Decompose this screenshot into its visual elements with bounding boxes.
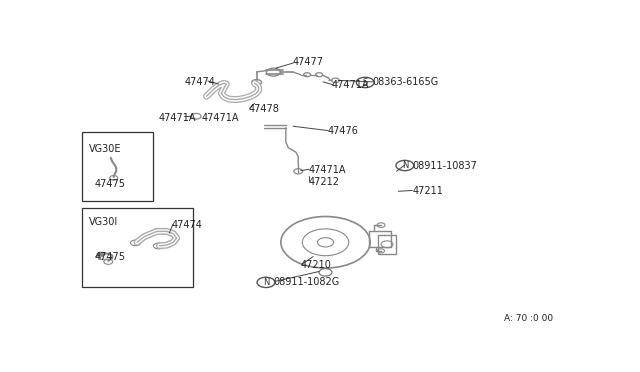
Text: VG30E: VG30E xyxy=(88,144,121,154)
Text: VG30I: VG30I xyxy=(88,217,118,227)
Bar xyxy=(83,132,154,201)
Text: 08363-6165G: 08363-6165G xyxy=(372,77,439,87)
Text: 47477: 47477 xyxy=(292,57,323,67)
Text: 08911-1082G: 08911-1082G xyxy=(273,278,340,288)
Text: 47478: 47478 xyxy=(249,104,280,114)
Text: S: S xyxy=(363,78,368,87)
Text: A: 70 :0 00: A: 70 :0 00 xyxy=(504,314,553,323)
Circle shape xyxy=(97,252,105,257)
Text: 47471A: 47471A xyxy=(308,165,346,175)
Bar xyxy=(83,208,193,287)
Text: 47474: 47474 xyxy=(184,77,215,87)
Text: 47471A: 47471A xyxy=(332,80,369,90)
Text: 47471A: 47471A xyxy=(202,113,239,123)
Text: 47476: 47476 xyxy=(328,126,359,136)
Text: 47210: 47210 xyxy=(301,260,332,270)
Text: 08911-10837: 08911-10837 xyxy=(412,160,477,170)
Text: N: N xyxy=(263,278,269,287)
Text: N: N xyxy=(402,161,408,170)
Bar xyxy=(378,235,396,254)
Text: 47474: 47474 xyxy=(172,220,203,230)
Text: 47475: 47475 xyxy=(95,252,126,262)
Text: 47212: 47212 xyxy=(308,177,339,187)
Text: 47471A: 47471A xyxy=(158,113,196,123)
Text: 47475: 47475 xyxy=(95,179,126,189)
Text: 47211: 47211 xyxy=(412,186,443,196)
